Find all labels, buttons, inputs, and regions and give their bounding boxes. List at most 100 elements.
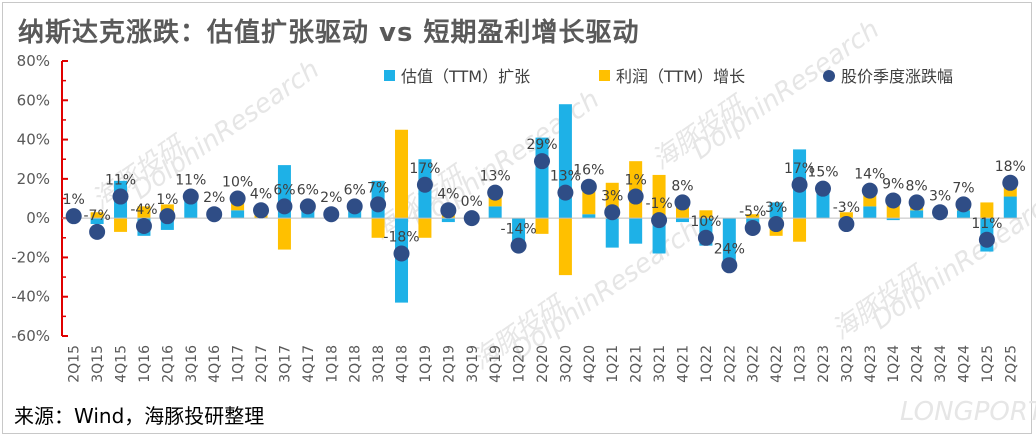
- data-label: 6%: [273, 182, 295, 198]
- x-tick-label: 2Q17: [254, 345, 270, 383]
- data-label: 16%: [573, 163, 604, 179]
- data-label: 4%: [437, 186, 459, 202]
- legend-swatch: [823, 70, 835, 82]
- x-tick-label: 2Q18: [348, 345, 364, 383]
- price-point: [885, 192, 902, 209]
- profit-bar: [558, 218, 572, 276]
- x-tick-label: 2Q25: [1003, 345, 1019, 383]
- price-point: [253, 202, 270, 219]
- x-tick-label: 3Q21: [652, 345, 668, 383]
- x-tick-label: 4Q18: [395, 345, 411, 383]
- price-point: [838, 216, 855, 233]
- x-tick-label: 4Q24: [956, 345, 972, 383]
- valuation-bar: [675, 218, 689, 223]
- price-point: [323, 206, 340, 223]
- y-tick-label: 0%: [26, 209, 50, 227]
- x-tick-label: 3Q17: [277, 345, 293, 383]
- chart-title: 纳斯达克涨跌：估值扩张驱动 vs 短期盈利增长驱动: [18, 18, 640, 48]
- price-point: [557, 184, 574, 201]
- x-tick-label: 1Q18: [324, 345, 340, 383]
- data-label: -18%: [383, 230, 419, 246]
- valuation-bar: [886, 218, 900, 221]
- price-point: [276, 198, 293, 215]
- profit-bar: [699, 210, 713, 219]
- data-label-layer: 1%-7%11%-4%1%11%2%10%4% 6% 6% 2% 6% 7%-18%17%…: [63, 137, 1026, 257]
- price-point: [955, 196, 972, 213]
- profit-bar: [535, 218, 549, 234]
- x-tick-label: 4Q15: [114, 345, 130, 383]
- x-tick-label: 1Q20: [512, 345, 528, 383]
- x-tick-label: 3Q19: [465, 345, 481, 383]
- data-label: 8%: [906, 178, 928, 194]
- x-tick-label: 2Q22: [722, 345, 738, 383]
- price-point: [604, 204, 621, 221]
- price-point: [487, 184, 504, 201]
- x-tick-label: 2Q21: [629, 345, 645, 383]
- x-tick-label: 1Q21: [605, 345, 621, 383]
- data-label: 2%: [203, 190, 225, 206]
- data-label: 7%: [952, 180, 974, 196]
- legend-label: 利润（TTM）增长: [616, 67, 745, 86]
- data-label: 6%: [297, 182, 319, 198]
- data-label: 18%: [995, 159, 1026, 175]
- x-tick-label: 3Q16: [184, 345, 200, 383]
- data-label: 17%: [409, 161, 440, 177]
- price-point: [206, 206, 223, 223]
- data-label: 0%: [461, 194, 483, 210]
- point-layer: [65, 153, 1019, 274]
- valuation-bar: [231, 210, 245, 219]
- price-point: [580, 178, 597, 195]
- legend-swatch: [384, 70, 395, 81]
- price-point: [65, 208, 82, 225]
- profit-bar: [980, 202, 994, 219]
- x-tick-label: 4Q22: [769, 345, 785, 383]
- valuation-bar: [441, 218, 455, 223]
- x-tick-label: 2Q20: [535, 345, 551, 383]
- data-label: 2%: [320, 190, 342, 206]
- price-point: [393, 245, 410, 262]
- data-label: 11%: [971, 216, 1002, 232]
- legend-label: 股价季度涨跌幅: [841, 67, 953, 86]
- price-point: [908, 194, 925, 211]
- profit-bar: [793, 218, 807, 242]
- data-label: 17%: [784, 161, 815, 177]
- price-point: [112, 188, 129, 205]
- x-tick-label: 3Q18: [371, 345, 387, 383]
- data-label: 6%: [344, 182, 366, 198]
- valuation-bar: [90, 218, 104, 225]
- data-label: 3%: [929, 188, 951, 204]
- data-label: -4%: [130, 202, 157, 218]
- price-point: [721, 257, 738, 274]
- data-label: -5%: [739, 204, 766, 220]
- x-tick-label: 1Q22: [699, 345, 715, 383]
- data-label: 29%: [526, 137, 557, 153]
- data-label: -7%: [83, 208, 110, 224]
- valuation-bar: [558, 104, 572, 219]
- x-tick-label: 1Q16: [137, 345, 153, 383]
- price-point: [1002, 174, 1019, 191]
- legend-swatch: [599, 70, 610, 81]
- data-label: 1%: [156, 192, 178, 208]
- profit-bar: [137, 206, 151, 219]
- data-label: 1%: [625, 173, 647, 189]
- x-tick-label: 4Q21: [675, 345, 691, 383]
- profit-bar: [652, 174, 666, 219]
- x-tick-label: 3Q22: [746, 345, 762, 383]
- y-tick-label: -20%: [11, 248, 50, 266]
- x-tick-label: 4Q17: [301, 345, 317, 383]
- valuation-bar: [605, 218, 619, 248]
- data-label: 10%: [690, 214, 721, 230]
- valuation-bar: [910, 210, 924, 219]
- valuation-bar: [956, 210, 970, 219]
- profit-bar: [418, 218, 432, 238]
- x-tick-label: 1Q17: [231, 345, 247, 383]
- price-point: [370, 196, 387, 213]
- price-point: [182, 188, 199, 205]
- x-tick-label: 2Q15: [67, 345, 83, 383]
- price-point: [510, 237, 527, 254]
- price-point: [697, 229, 714, 246]
- data-label: 3%: [765, 200, 787, 216]
- profit-bar: [277, 218, 291, 250]
- data-label: 11%: [175, 173, 206, 189]
- x-tick-label: 2Q16: [160, 345, 176, 383]
